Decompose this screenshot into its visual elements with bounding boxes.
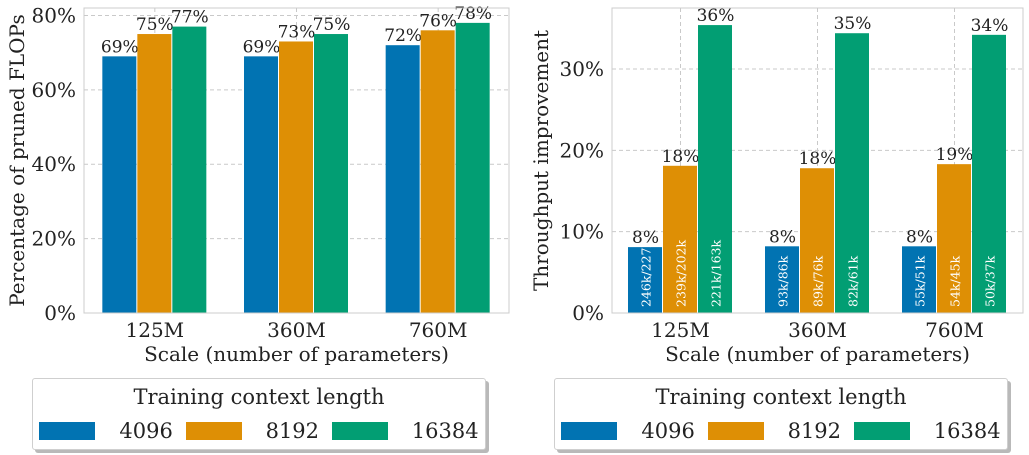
- bar-inner-label: 55k/51k: [913, 255, 928, 307]
- x-tick-label: 125M: [126, 318, 185, 342]
- legend-swatch-4096: [39, 422, 96, 440]
- bar-16384: [972, 34, 1006, 314]
- legend-swatch-8192: [185, 422, 242, 440]
- bar-8192: [937, 164, 971, 313]
- data-label: 18%: [662, 147, 700, 167]
- bar-16384: [172, 26, 207, 313]
- bar-8192: [800, 168, 834, 313]
- data-label: 75%: [136, 15, 174, 35]
- bar-4096: [102, 56, 137, 313]
- legend-label: 16384: [411, 419, 479, 443]
- legend-item-16384: 16384: [331, 419, 479, 443]
- y-tick-label: 40%: [32, 152, 76, 176]
- data-label: 75%: [313, 15, 351, 35]
- data-label: 77%: [171, 8, 209, 28]
- bar-4096: [628, 247, 662, 313]
- bar-inner-label: 239k/202k: [674, 239, 689, 307]
- bar-4096: [765, 246, 799, 313]
- data-label: 35%: [834, 14, 872, 34]
- x-tick-label: 760M: [925, 318, 984, 342]
- legend-item-4096: 4096: [561, 419, 695, 443]
- legend-title: Training context length: [133, 385, 385, 409]
- data-label: 18%: [799, 149, 837, 169]
- right-chart: 0%10%20%30%8%246k/227k18%239k/202k36%221…: [529, 6, 1024, 366]
- data-label: 72%: [384, 26, 422, 46]
- data-label: 69%: [243, 37, 281, 57]
- legend-label: 8192: [265, 419, 320, 443]
- bar-inner-label: 89k/76k: [811, 255, 826, 307]
- data-label: 19%: [936, 145, 974, 165]
- x-tick-label: 360M: [788, 318, 847, 342]
- legend-item-4096: 4096: [39, 419, 173, 443]
- left-chart: 0%20%40%60%80%69%75%77%125M69%73%75%360M…: [5, 3, 510, 366]
- data-label: 8%: [769, 227, 796, 247]
- x-axis-label: Scale (number of parameters): [144, 342, 449, 366]
- bar-inner-label: 93k/86k: [776, 255, 791, 307]
- y-tick-label: 20%: [32, 227, 76, 251]
- plot-frame: [83, 7, 510, 314]
- x-tick-label: 125M: [651, 318, 710, 342]
- bar-8192: [279, 41, 313, 313]
- legend-item-8192: 8192: [185, 419, 320, 443]
- legend-swatch-8192: [707, 422, 764, 440]
- bar-inner-label: 50k/37k: [983, 255, 998, 307]
- legend-label: 16384: [933, 419, 1001, 443]
- right-legend: Training context length 4096 8192 16384: [554, 378, 1008, 450]
- data-label: 8%: [906, 227, 933, 247]
- data-label: 78%: [454, 4, 492, 24]
- data-label: 34%: [971, 16, 1009, 36]
- data-label: 8%: [632, 228, 659, 248]
- bar-8192: [420, 30, 455, 313]
- bar-inner-label: 54k/45k: [948, 255, 963, 307]
- bar-inner-label: 221k/163k: [709, 239, 724, 307]
- bar-4096: [902, 246, 936, 313]
- y-tick-label: 0%: [44, 301, 76, 325]
- legend-swatch-16384: [853, 422, 910, 440]
- legend-label: 8192: [787, 419, 842, 443]
- x-tick-label: 360M: [267, 318, 326, 342]
- data-label: 36%: [697, 6, 735, 26]
- data-label: 76%: [419, 11, 457, 31]
- y-axis-label: Throughput improvement: [529, 30, 553, 291]
- plot-frame: [611, 7, 1024, 314]
- legend-item-8192: 8192: [707, 419, 842, 443]
- bar-4096: [385, 45, 420, 313]
- legend-title: Training context length: [655, 385, 907, 409]
- x-axis-label: Scale (number of parameters): [665, 342, 970, 366]
- bar-16384: [314, 34, 348, 313]
- data-label: 73%: [278, 22, 316, 42]
- y-tick-label: 20%: [560, 138, 604, 162]
- bar-16384: [455, 22, 490, 313]
- bar-16384: [835, 33, 869, 314]
- y-tick-label: 0%: [572, 301, 604, 325]
- legend-label: 4096: [641, 419, 695, 443]
- y-tick-label: 10%: [560, 220, 604, 244]
- legend-swatch-4096: [561, 422, 618, 440]
- y-axis-label: Percentage of pruned FLOPs: [5, 14, 29, 307]
- legend-label: 4096: [119, 419, 173, 443]
- bar-16384: [698, 25, 732, 314]
- y-tick-label: 80%: [32, 3, 76, 27]
- x-tick-label: 760M: [409, 318, 468, 342]
- data-label: 69%: [101, 37, 139, 57]
- legend-swatch-16384: [331, 422, 388, 440]
- left-legend: Training context length 4096 8192 16384: [32, 378, 486, 450]
- bar-8192: [137, 34, 172, 313]
- legend-item-16384: 16384: [853, 419, 1001, 443]
- bar-inner-label: 82k/61k: [846, 255, 861, 307]
- y-tick-label: 30%: [560, 57, 604, 81]
- bar-inner-label: 246k/227k: [639, 239, 654, 307]
- bar-8192: [663, 165, 697, 313]
- y-tick-label: 60%: [32, 78, 76, 102]
- bar-4096: [244, 56, 278, 313]
